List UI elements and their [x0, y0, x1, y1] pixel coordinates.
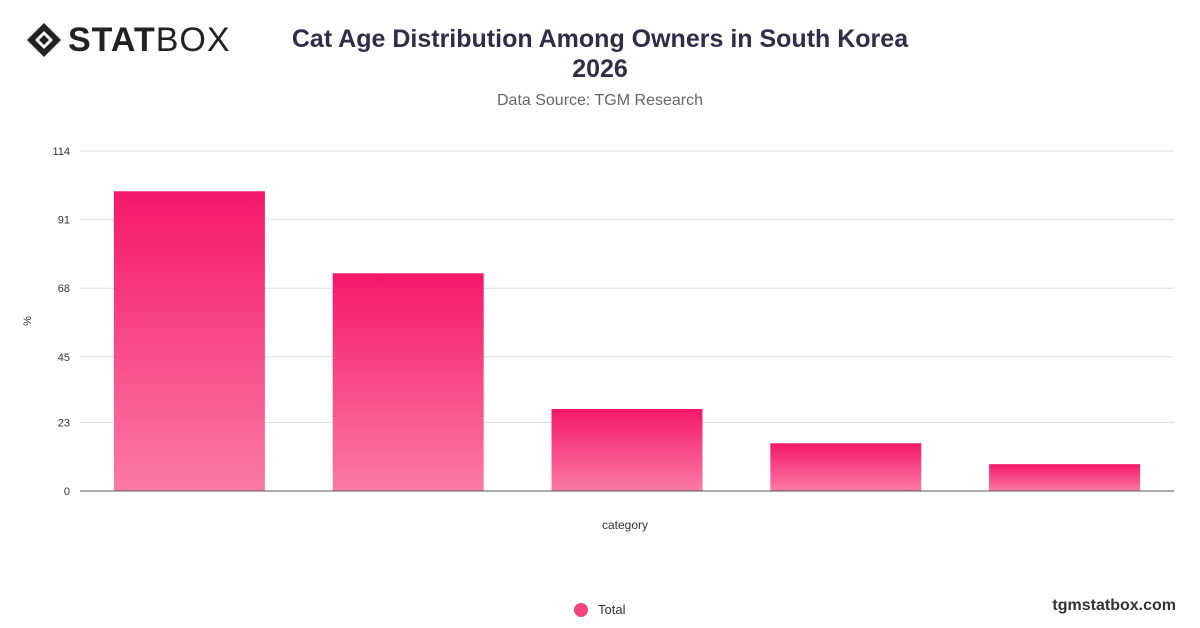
- y-tick-label-91: 91: [58, 215, 70, 227]
- y-tick-label-45: 45: [58, 352, 70, 364]
- logo-text-light: BOX: [155, 21, 231, 59]
- chart-subtitle: Data Source: TGM Research: [496, 92, 703, 109]
- chart-title: Cat Age Distribution Among Owners in Sou…: [250, 24, 950, 84]
- bar-2: [332, 273, 484, 491]
- bar-5: [989, 464, 1141, 491]
- x-axis-label: category: [602, 518, 648, 532]
- y-tick-label-23: 23: [58, 417, 70, 429]
- chart-title-line-1: Cat Age Distribution Among Owners in Sou…: [291, 25, 909, 53]
- brand-logo: STATBOX: [26, 22, 231, 58]
- chart-legend[interactable]: Total: [574, 602, 625, 617]
- y-tick-label-114: 114: [52, 146, 70, 158]
- y-tick-label-0: 0: [64, 486, 70, 498]
- legend-label-total: Total: [598, 602, 626, 617]
- chart-title-line-2: 2026: [572, 55, 628, 83]
- logo-text-bold: STAT: [68, 21, 156, 59]
- bar-1: [113, 191, 265, 491]
- legend-swatch: [574, 602, 588, 617]
- y-axis-label: %: [22, 316, 34, 326]
- bar-3: [551, 408, 703, 491]
- logo-text: STATBOX: [68, 22, 231, 58]
- y-tick-label-68: 68: [58, 283, 70, 295]
- bar-4: [770, 443, 922, 491]
- logo-diamond-icon: [27, 23, 61, 57]
- watermark: tgmstatbox.com: [1052, 597, 1176, 614]
